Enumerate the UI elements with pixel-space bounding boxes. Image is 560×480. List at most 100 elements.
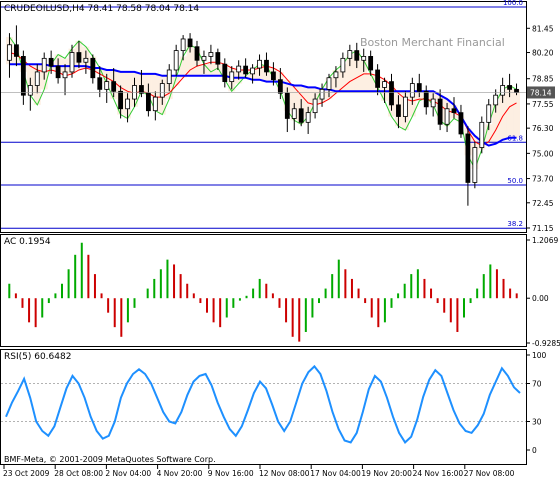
candle-body bbox=[389, 81, 394, 106]
cloud-segment bbox=[492, 102, 500, 144]
candle-body bbox=[500, 85, 506, 96]
rsi-panel[interactable]: 100 70 30 0 bbox=[1, 351, 547, 455]
candle-body bbox=[76, 52, 82, 63]
candle-body bbox=[118, 90, 124, 110]
price-panel[interactable]: 100.061.850.038.281.4580.2078.8577.5576.… bbox=[1, 0, 555, 233]
rsi-panel-frame bbox=[0, 349, 527, 465]
candle-body bbox=[396, 104, 401, 117]
candle-body bbox=[465, 133, 471, 183]
candle-body bbox=[145, 92, 151, 112]
cloud-segment bbox=[186, 44, 194, 76]
ac-panel-frame bbox=[0, 234, 527, 347]
fib-level-label: 100.0 bbox=[503, 0, 523, 7]
time-axis: 23 Oct 2009 28 Oct 08:00 2 Nov 04:00 4 Nov … bbox=[3, 465, 515, 478]
candle-body bbox=[444, 108, 450, 125]
price-tick-label: 71.15 bbox=[532, 224, 554, 233]
rsi-panel-title: RSI(5) 60.6482 bbox=[4, 352, 71, 362]
candle-body bbox=[208, 52, 214, 57]
price-tick-label: 78.85 bbox=[532, 75, 554, 84]
candle-body bbox=[423, 90, 429, 108]
fib-level-label: 50.0 bbox=[507, 177, 523, 185]
candle-body bbox=[277, 79, 283, 94]
time-tick-label: 9 Nov 16:00 bbox=[208, 469, 254, 478]
price-tick-label: 73.70 bbox=[532, 175, 554, 184]
candle-body bbox=[83, 57, 89, 63]
ac-tick-label: -0.9285 bbox=[532, 339, 560, 348]
footer-copyright: BMF-Meta, © 2001-2009 MetaQuotes Softwar… bbox=[4, 455, 216, 464]
candle-body bbox=[333, 71, 339, 79]
price-tick-label: 81.45 bbox=[532, 24, 554, 33]
candle-body bbox=[236, 65, 242, 73]
current-price-label: 78.14 bbox=[530, 88, 552, 97]
cloud-segment bbox=[290, 85, 298, 121]
candle-body bbox=[264, 59, 269, 73]
candle-body bbox=[291, 108, 297, 119]
candle-body bbox=[507, 85, 512, 90]
candle-body bbox=[298, 108, 304, 123]
candle-body bbox=[125, 98, 130, 110]
candle-body bbox=[312, 98, 318, 114]
candle-body bbox=[62, 71, 68, 79]
cloud-segment bbox=[499, 89, 507, 140]
cloud-segment bbox=[485, 124, 493, 146]
candle-body bbox=[41, 57, 47, 73]
time-tick-label: 27 Nov 08:00 bbox=[464, 469, 515, 478]
rsi-tick-label: 70 bbox=[532, 380, 542, 389]
rsi-tick-label: 100 bbox=[532, 351, 547, 360]
candle-body bbox=[305, 112, 311, 123]
candle-body bbox=[34, 71, 40, 86]
candle-body bbox=[416, 83, 422, 92]
candle-body bbox=[451, 108, 457, 114]
candle-body bbox=[14, 44, 19, 57]
cloud-segment bbox=[367, 73, 375, 92]
ac-panel[interactable]: 1.2069 0.00 -0.9285 bbox=[8, 236, 560, 348]
candle-body bbox=[166, 69, 172, 84]
ac-panel-title: AC 0.1954 bbox=[4, 237, 51, 247]
candle-body bbox=[180, 38, 186, 51]
candle-body bbox=[111, 81, 117, 92]
candle-body bbox=[27, 85, 33, 96]
candle-body bbox=[409, 83, 415, 98]
candle-body bbox=[229, 71, 235, 83]
candle-body bbox=[7, 44, 12, 61]
candle-body bbox=[152, 96, 158, 112]
time-tick-label: 12 Nov 08:00 bbox=[259, 469, 310, 478]
candle-body bbox=[319, 88, 325, 100]
cloud-segment bbox=[513, 89, 520, 138]
time-tick-label: 24 Nov 16:00 bbox=[413, 469, 464, 478]
candle-body bbox=[97, 77, 103, 90]
candle-body bbox=[187, 38, 193, 48]
candle-body bbox=[354, 50, 360, 61]
time-tick-label: 19 Nov 20:00 bbox=[361, 469, 412, 478]
time-tick-label: 17 Nov 04:00 bbox=[310, 469, 361, 478]
candle-body bbox=[271, 71, 276, 81]
time-tick-label: 28 Oct 08:00 bbox=[54, 469, 103, 478]
candle-body bbox=[326, 77, 332, 90]
candle-body bbox=[173, 50, 179, 71]
cloud-segment bbox=[506, 85, 514, 138]
candle-body bbox=[194, 46, 200, 61]
candle-body bbox=[402, 96, 408, 117]
candle-body bbox=[430, 98, 436, 108]
time-tick-label: 2 Nov 04:00 bbox=[105, 469, 151, 478]
candle-body bbox=[250, 67, 255, 75]
candle-body bbox=[222, 63, 228, 83]
candle-body bbox=[514, 88, 519, 93]
candle-body bbox=[340, 57, 346, 73]
price-panel-title: CRUDEOILUSD,H4 78.41 78.58 78.04 78.14 bbox=[4, 4, 199, 14]
price-tick-label: 80.20 bbox=[532, 49, 554, 58]
cloud-segment bbox=[179, 56, 187, 78]
candle-body bbox=[69, 52, 75, 73]
rsi-tick-label: 0 bbox=[532, 446, 537, 455]
candle-body bbox=[486, 104, 492, 123]
candle-body bbox=[201, 56, 207, 61]
current-price-badge bbox=[527, 86, 555, 99]
candle-body bbox=[159, 83, 165, 98]
candle-body bbox=[90, 57, 96, 79]
price-tick-label: 72.45 bbox=[532, 199, 554, 208]
candle-body bbox=[48, 57, 54, 67]
candle-body bbox=[243, 65, 249, 75]
price-tick-label: 75.00 bbox=[532, 149, 554, 158]
candle-body bbox=[104, 81, 110, 90]
